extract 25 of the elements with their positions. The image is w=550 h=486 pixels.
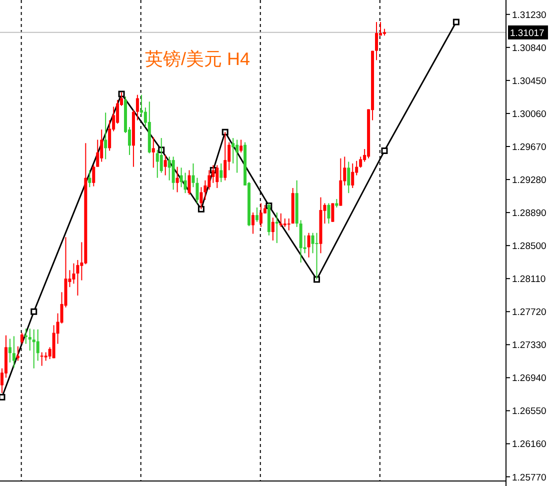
y-tick-label: 1.28110 <box>512 274 546 286</box>
y-tick-label: 1.30840 <box>512 42 546 54</box>
y-tick-label: 1.26160 <box>512 439 546 450</box>
y-tick-label: 1.25770 <box>512 472 546 484</box>
text: 英镑/美元 H4 <box>145 49 250 69</box>
y-tick-label: 1.26550 <box>512 406 546 418</box>
y-tick-label: 1.28890 <box>512 208 546 220</box>
point <box>0 394 6 400</box>
point <box>198 206 204 212</box>
point <box>452 18 460 26</box>
y-tick-label: 1.28500 <box>512 241 546 252</box>
point <box>222 128 228 136</box>
point <box>30 308 38 315</box>
y-tick-label: 1.27720 <box>512 307 546 318</box>
ref-label: 1.31017 <box>508 25 548 40</box>
ref-line-label: 1.31017 <box>510 28 544 39</box>
y-tick-label: 1.29670 <box>512 142 546 153</box>
y-tick-label: 1.27330 <box>512 340 546 352</box>
y-tick-label: 1.31230 <box>512 10 546 21</box>
y-tick-label: 1.30060 <box>512 108 546 120</box>
point <box>381 147 388 154</box>
point <box>314 276 320 283</box>
y-tick-label: 1.26940 <box>512 373 546 384</box>
y-tick-label: 1.29280 <box>512 175 546 186</box>
y-tick-label: 1.30450 <box>512 76 546 87</box>
